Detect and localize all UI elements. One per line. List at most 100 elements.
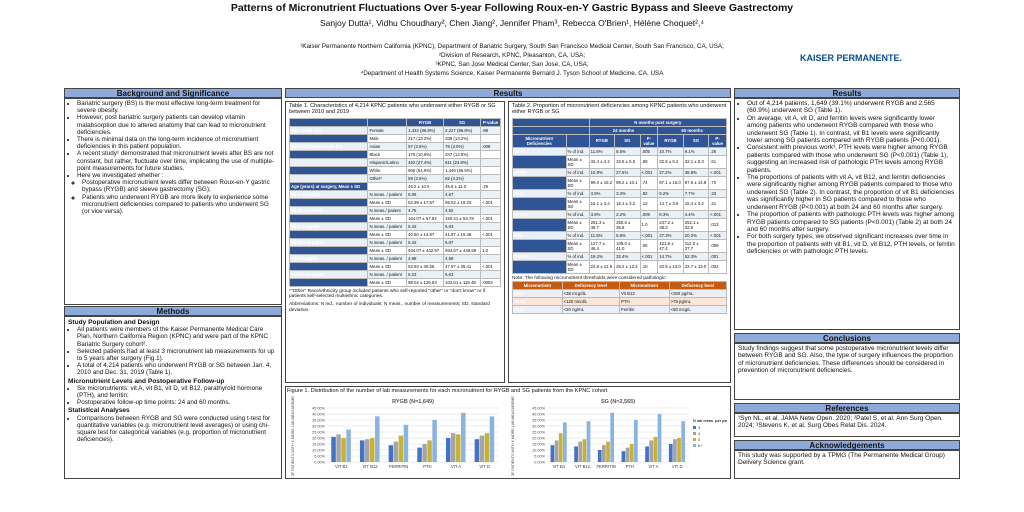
table-cell: Mean ± SD: [565, 238, 590, 253]
table-cell: [512, 259, 567, 274]
table-cell: 452 (27.4%): [406, 157, 445, 167]
table-cell: 45.8 ± 11.0: [443, 181, 482, 191]
table-cell: 40.50 ± 14.97: [406, 229, 445, 239]
bullet: The proportion of patients with patholog…: [747, 211, 956, 233]
table-cell: [480, 237, 501, 247]
table-cell: 24.8 ± 12.6: [588, 259, 616, 274]
table-cell: Age (years) at surgery, Mean ± SD: [288, 181, 369, 191]
bar: [388, 445, 394, 463]
table-cell: 102.51 ± 119.48: [443, 277, 482, 287]
x-tick-label: PTH: [626, 464, 634, 469]
y-axis-label: % OF PATIENTS WITH X MORE LAB MEASUREMEN…: [291, 396, 295, 476]
references-text: ¹Syn NL, et al. JAMA Netw Open. 2020; ²P…: [734, 413, 960, 437]
bar: [346, 430, 351, 463]
table-cell: % of ind.: [565, 230, 590, 240]
legend-label: 4: [698, 432, 700, 436]
bullet: Patients who underwent RYGB are more lik…: [82, 194, 278, 216]
bullet-list: Out of 4,214 patients, 1,649 (39.1%) und…: [738, 100, 956, 256]
bar: [398, 436, 404, 463]
table-cell: 3.3%: [614, 188, 641, 198]
table-row: Vit A in mcg/dL N meas. / patient 5.06 4.67: [288, 189, 501, 199]
chart: SG (N=2,565) % OF PATIENTS WITH X MORE LA…: [511, 396, 727, 476]
x-tick-label: VIT D: [479, 464, 490, 469]
table-cell: [480, 221, 501, 231]
y-tick-label: 10.00%: [532, 449, 546, 453]
table-cell: 16.1 ± 3.2: [614, 196, 641, 211]
table-cell: [288, 261, 369, 271]
table-cell: Hispanic/Latino: [367, 157, 408, 167]
section-heading: References: [734, 403, 960, 413]
table-cell: <.001: [480, 261, 501, 271]
table-cell: [480, 149, 501, 159]
table-cell: 9.2%: [657, 188, 684, 198]
header-cell: Deficiency level: [668, 281, 728, 291]
bar: [393, 442, 399, 463]
table-cell: 121.9 ± 47.4: [657, 238, 684, 253]
conclusions-text: Study findings suggest that some postope…: [734, 343, 960, 400]
table-cell: .82: [639, 188, 659, 198]
table-cell: 8.3%: [657, 209, 684, 219]
table-row: Race/Ethnicity, N ind. (%) Asian 57 (3.5%)…: [288, 141, 501, 151]
table-row: Vit B12% of ind. 3.8% 2.2% .009 8.3% 4.4% <.00…: [512, 209, 727, 219]
table-cell: 82 (3.2%): [443, 173, 482, 183]
table-cell: .13: [639, 196, 659, 211]
table-row: Other* 59 (3.6%) 82 (3.2%): [288, 173, 501, 183]
table-cell: Black: [367, 149, 408, 159]
table-cell: 4.75: [406, 205, 445, 215]
table-cell: [288, 197, 369, 207]
bar: [673, 439, 677, 463]
bar: [489, 416, 495, 463]
table-cell: Sex, N ind. (%): [288, 125, 369, 135]
table-cell: 112.0 ± 37.7: [682, 238, 710, 253]
legend-label: 3: [698, 426, 700, 430]
table-cell: [512, 196, 567, 211]
y-tick-label: 25.00%: [312, 431, 326, 435]
bar: [336, 434, 341, 463]
authors: Sanjoy Dutta¹, Vidhu Choudhary², Chen Ji…: [319, 18, 705, 28]
table-row: Mean ± SD 40.50 ± 14.97 41.97 ± 16.36 <.001: [288, 229, 501, 239]
table-cell: [288, 277, 369, 287]
header-cell: RYGB: [657, 133, 684, 148]
table-cell: [480, 165, 501, 175]
affiliation: ⁴Department of Health Systems Science, K…: [360, 70, 664, 77]
table-row: Vit A <38 mcg/dL Vit B12 <300 pg/mL: [512, 289, 728, 299]
table-caption: Table 1. Characteristics of 4,214 KPNC p…: [289, 103, 496, 116]
table-cell: 10.7%: [657, 146, 684, 156]
table-row: Vit D% of ind. 3.5% 3.3% .82 9.2% 7.7% .23: [512, 188, 727, 198]
header-cell: Micronutrient: [618, 281, 670, 291]
table-row: Mean ± SD 99.0 ± 15.2 99.2 ± 10.1.74 97.1 ±…: [512, 175, 727, 190]
table-cell: White: [367, 165, 408, 175]
table-cell: 217 (13.2%): [406, 133, 445, 143]
table-cell: [480, 205, 501, 215]
table-cell: Vit D in ng/mL: [288, 221, 369, 231]
table-cell: .99: [639, 154, 659, 169]
header-cell: SG: [682, 133, 710, 148]
bar: [331, 437, 336, 463]
table-cell: 52.3%: [682, 251, 710, 261]
table-row: PTH% of ind. 11.5% 6.9% <.001 27.3% 20.2% <.00…: [512, 230, 727, 240]
table-cell: 27.3%: [657, 230, 684, 240]
bar: [681, 421, 686, 463]
table-row: Vit D in ng/mL N meas. / patient 5.43 5.03: [288, 221, 501, 231]
table-cell: 52.39 ± 17.57: [406, 197, 445, 207]
table-cell: Mean ± SD: [565, 154, 590, 169]
table-cell: 41.97 ± 16.36: [443, 229, 482, 239]
table-cell: 46.2 ± 10.6: [406, 181, 445, 191]
table-cell: 57 (3.5%): [406, 141, 445, 151]
table-cell: 5.07: [443, 237, 482, 247]
table-cell: 7.7%: [682, 188, 710, 198]
table-note: Note: The following micronutrient thresh…: [512, 275, 667, 281]
bar: [554, 440, 559, 463]
table-cell: .74: [639, 175, 659, 190]
table-row: Mean ± SD 164.07 ± 57.92 150.41 ± 54.78 <.0…: [288, 213, 501, 223]
table-cell: .008: [480, 141, 501, 151]
table-cell: [512, 238, 567, 253]
bar: [461, 413, 466, 463]
table-cell: [288, 157, 369, 167]
table-cell: <.001: [639, 251, 659, 261]
title: Patterns of Micronutrient Fluctuations O…: [230, 2, 794, 14]
table-cell: [480, 269, 501, 279]
bullet: Here we investigated whether :: [77, 172, 278, 179]
bar: [558, 433, 563, 463]
y-tick-label: 5.00%: [534, 455, 545, 459]
